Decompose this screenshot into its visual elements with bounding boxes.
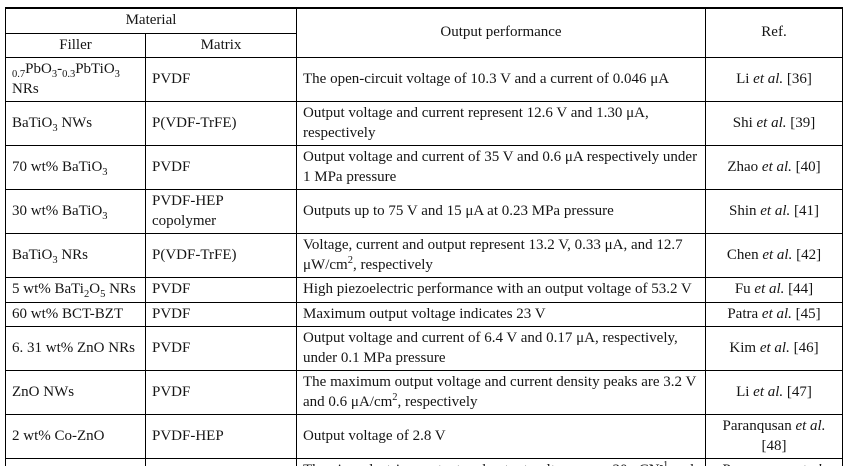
matrix-cell: PVDF-HEP copolymer [145,189,297,234]
ref-cell: Kim et al. [46] [705,326,843,371]
ref-cell: Li et al. [36] [705,57,843,102]
table-row: 6. 31 wt% ZnO NRs PVDF Output voltage an… [5,326,843,371]
matrix-cell: P(VDF-TrFE) [145,233,297,278]
filler-cell: 30 wt% BaTiO3 [5,189,146,234]
header-row-2: Filler Matrix [5,32,843,58]
filler-cell: 2 wt% Co-ZnO [5,414,146,459]
performance-cell: The maximum output voltage and current d… [296,370,706,415]
ref-cell: Paranqusan et al. [49] [705,458,843,466]
table-row: ZnO NWs PVDF The maximum output voltage … [5,370,843,415]
filler-cell: 70 wt% BaTiO3 [5,145,146,190]
filler-cell: 5 wt% BaTi2O5 NRs [5,277,146,303]
ref-cell: Patra et al. [45] [705,301,843,327]
performance-cell: Outputs up to 75 V and 15 μA at 0.23 MPa… [296,189,706,234]
matrix-cell: PVDF [145,301,297,327]
table-header: Material Output performance Ref. Filler … [5,7,843,58]
header-ref: Ref. [705,7,843,58]
matrix-cell: PVDF-HEP [145,458,297,466]
table-row: 0.5 wt% Ni-ZnO PVDF-HEP The piezoelectri… [5,458,843,466]
table-row: 60 wt% BCT-BZT PVDF Maximum output volta… [5,301,843,327]
performance-cell: Output voltage of 2.8 V [296,414,706,459]
matrix-cell: PVDF-HEP [145,414,297,459]
ref-cell: Shin et al. [41] [705,189,843,234]
matrix-cell: PVDF [145,145,297,190]
header-output-performance: Output performance [296,7,706,58]
table-row: 30 wt% BaTiO3 PVDF-HEP copolymer Outputs… [5,189,843,234]
ref-cell: Paranqusan et al. [48] [705,414,843,459]
matrix-cell: PVDF [145,370,297,415]
table-row: BaTiO3 NWs P(VDF-TrFE) Output voltage an… [5,101,843,146]
performance-cell: Output voltage and current of 6.4 V and … [296,326,706,371]
filler-cell: 0.5 wt% Ni-ZnO [5,458,146,466]
performance-cell: Output voltage and current represent 12.… [296,101,706,146]
ref-cell: Shi et al. [39] [705,101,843,146]
header-row-1: Material Output performance Ref. [5,7,843,58]
ref-cell: Zhao et al. [40] [705,145,843,190]
matrix-cell: PVDF [145,326,297,371]
table-row: 0.7PbO3-0.3PbTiO3 NRs PVDF The open-circ… [5,57,843,102]
performance-cell: Output voltage and current of 35 V and 0… [296,145,706,190]
header-matrix: Matrix [145,32,297,58]
performance-cell: The piezoelectric constant and output vo… [296,458,706,466]
performance-cell: The open-circuit voltage of 10.3 V and a… [296,57,706,102]
matrix-cell: PVDF [145,57,297,102]
ref-cell: Chen et al. [42] [705,233,843,278]
header-filler: Filler [5,32,146,58]
ref-cell: Fu et al. [44] [705,277,843,303]
materials-performance-table: Material Output performance Ref. Filler … [5,7,843,466]
filler-cell: BaTiO3 NRs [5,233,146,278]
table-row: 5 wt% BaTi2O5 NRs PVDF High piezoelectri… [5,277,843,303]
table-row: BaTiO3 NRs P(VDF-TrFE) Voltage, current … [5,233,843,278]
table-row: 2 wt% Co-ZnO PVDF-HEP Output voltage of … [5,414,843,459]
performance-cell: High piezoelectric performance with an o… [296,277,706,303]
filler-cell: BaTiO3 NWs [5,101,146,146]
ref-cell: Li et al. [47] [705,370,843,415]
filler-cell: ZnO NWs [5,370,146,415]
table-row: 70 wt% BaTiO3 PVDF Output voltage and cu… [5,145,843,190]
table-body: 0.7PbO3-0.3PbTiO3 NRs PVDF The open-circ… [5,57,843,466]
performance-cell: Maximum output voltage indicates 23 V [296,301,706,327]
header-material: Material [5,7,297,34]
filler-cell: 60 wt% BCT-BZT [5,301,146,327]
matrix-cell: PVDF [145,277,297,303]
filler-cell: 6. 31 wt% ZnO NRs [5,326,146,371]
performance-cell: Voltage, current and output represent 13… [296,233,706,278]
matrix-cell: P(VDF-TrFE) [145,101,297,146]
filler-cell: 0.7PbO3-0.3PbTiO3 NRs [5,57,146,102]
